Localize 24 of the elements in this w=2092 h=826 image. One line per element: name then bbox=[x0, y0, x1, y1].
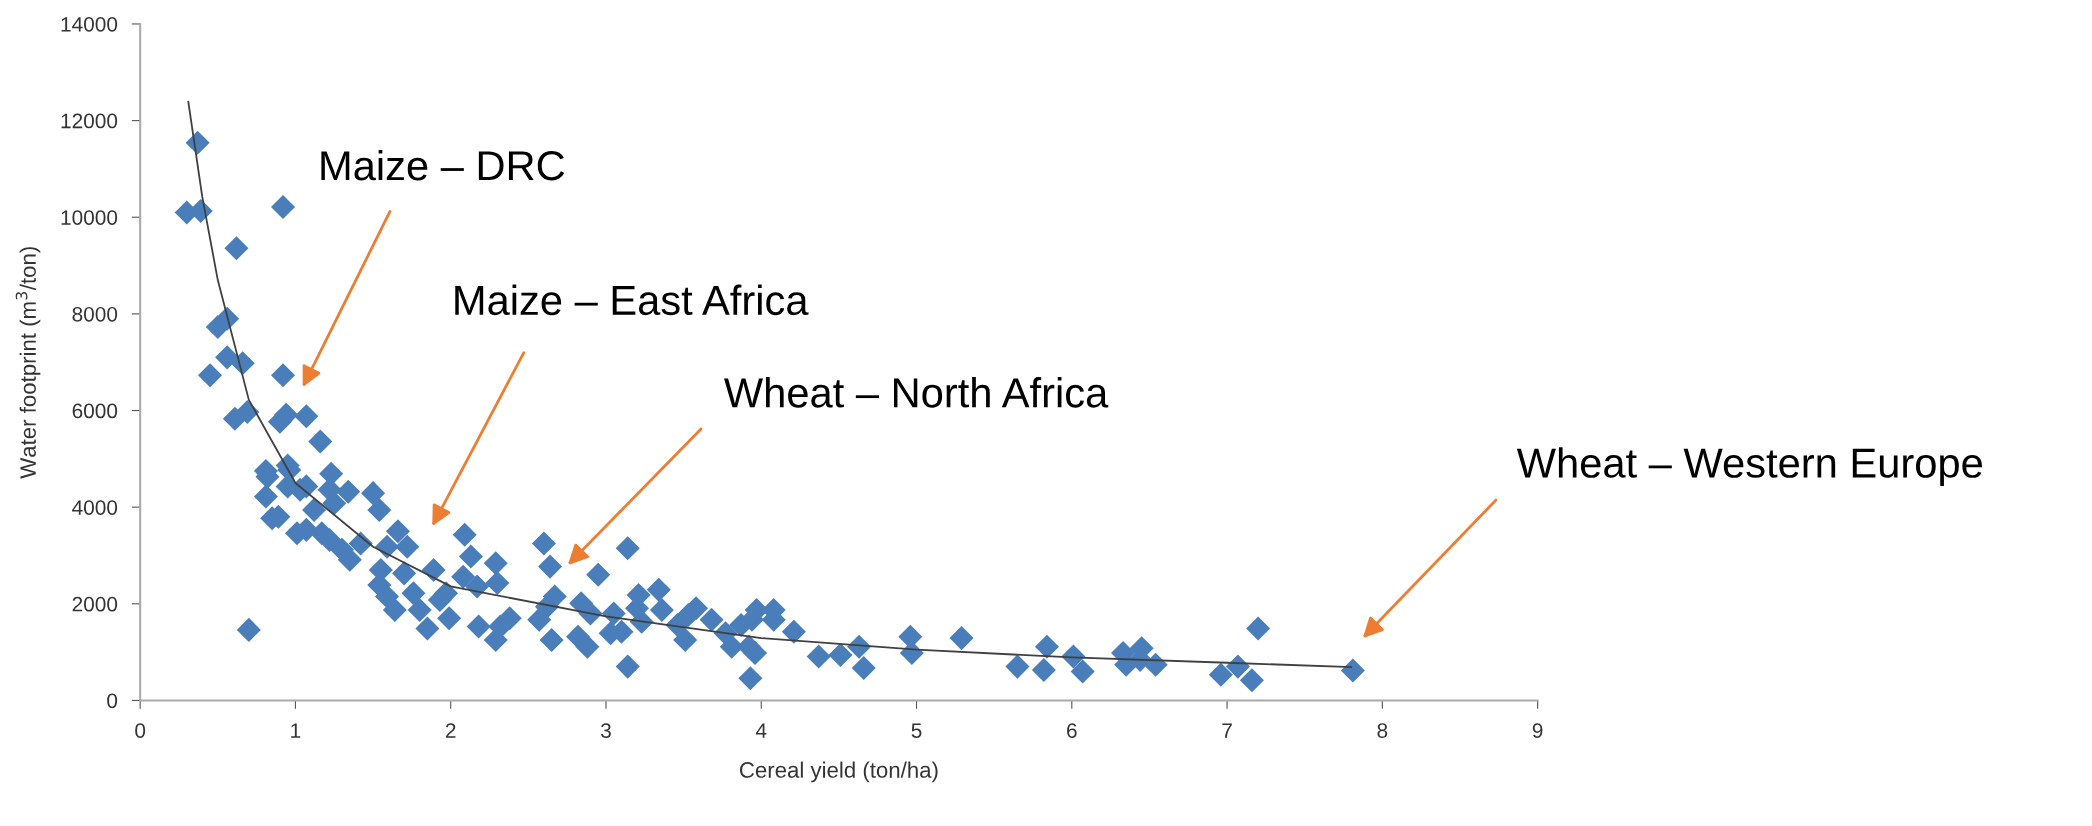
y-tick-label: 4000 bbox=[72, 500, 118, 515]
y-tick-label: 8000 bbox=[72, 306, 118, 322]
y-tick-label: 2000 bbox=[72, 596, 118, 612]
annotation: Maize – DRC bbox=[321, 149, 565, 181]
x-tick-label: 3 bbox=[600, 723, 611, 738]
x-axis-title: Cereal yield (ton/ha) bbox=[739, 761, 938, 783]
y-tick-label: 10000 bbox=[61, 210, 118, 225]
annotation: Wheat – North Africa bbox=[724, 377, 1109, 408]
x-tick-label: 5 bbox=[911, 723, 922, 738]
x-tick-label: 9 bbox=[1532, 723, 1543, 738]
y-tick-label: 12000 bbox=[61, 113, 118, 129]
annotation: Wheat – Western Europe bbox=[1516, 447, 1982, 487]
y-tick-label: 6000 bbox=[72, 403, 118, 419]
x-tick-label: 6 bbox=[1067, 723, 1077, 738]
x-tick-label: 4 bbox=[755, 723, 767, 738]
annotation: Maize – East Africa bbox=[455, 284, 809, 316]
x-tick-label: 0 bbox=[135, 723, 146, 738]
y-tick-label: 0 bbox=[107, 693, 118, 709]
x-tick-label: 1 bbox=[291, 723, 301, 738]
y-axis-title: Water footprint (m$^{3}$/ton) bbox=[15, 247, 41, 479]
x-tick-label: 2 bbox=[445, 723, 456, 738]
x-tick-label: 7 bbox=[1222, 723, 1232, 738]
y-tick-label: 14000 bbox=[61, 16, 118, 32]
x-tick-label: 8 bbox=[1377, 723, 1388, 738]
